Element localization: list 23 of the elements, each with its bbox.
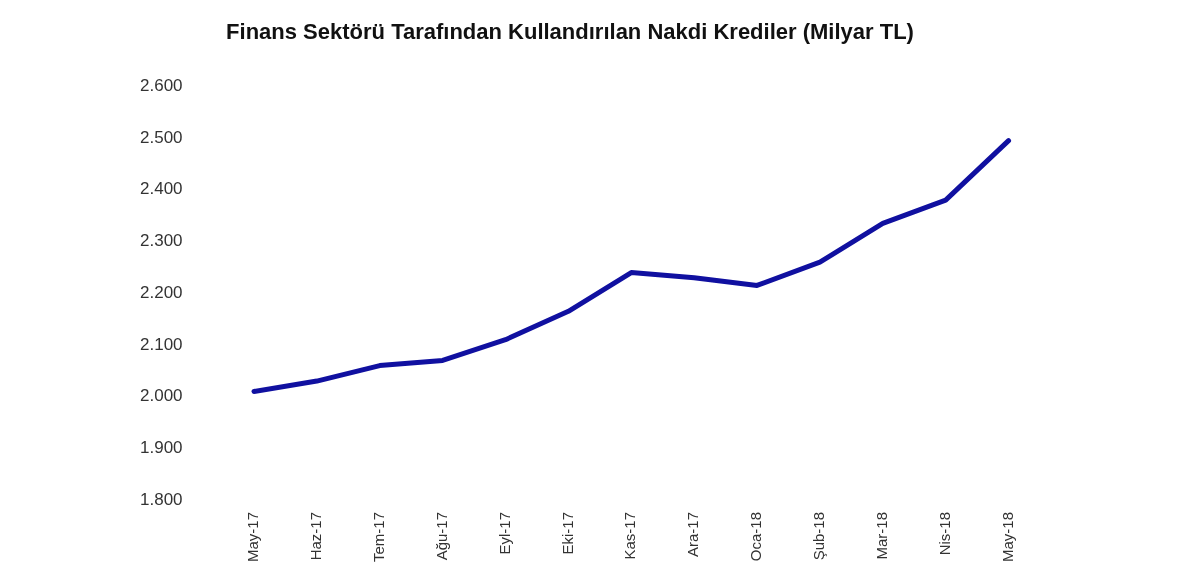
x-tick-label: Tem-17 <box>369 511 387 563</box>
x-tick-label: Eyl-17 <box>495 511 513 555</box>
x-tick-label: Nis-18 <box>935 511 953 556</box>
x-tick-label: May-17 <box>244 511 262 563</box>
x-tick-label: Haz-17 <box>307 511 324 561</box>
x-tick-label: Eki-17 <box>558 511 576 555</box>
x-tick-label: Ara-17 <box>684 511 702 558</box>
y-tick-label: 2.300 <box>139 231 183 251</box>
x-tick-label: Kas-17 <box>621 511 639 560</box>
x-tick-label: Şub-18 <box>810 511 828 561</box>
y-tick-label: 2.600 <box>139 76 183 96</box>
y-tick-label: 2.400 <box>139 179 183 199</box>
y-tick-label: 1.800 <box>139 489 183 509</box>
y-tick-label: 2.200 <box>139 282 183 302</box>
chart-title: Finans Sektörü Tarafından Kullandırılan Nakdi Krediler (Milyar TL) <box>226 19 914 45</box>
y-tick-label: 2.100 <box>139 334 183 354</box>
x-tick-label: Mar-18 <box>872 511 890 560</box>
x-tick-label: May-18 <box>998 511 1016 563</box>
y-tick-label: 2.500 <box>139 127 183 147</box>
y-tick-label: 2.000 <box>139 386 183 406</box>
y-tick-label: 1.900 <box>139 437 183 457</box>
x-tick-label: Ağu-17 <box>432 511 450 561</box>
x-tick-label: Oca-18 <box>747 511 765 562</box>
